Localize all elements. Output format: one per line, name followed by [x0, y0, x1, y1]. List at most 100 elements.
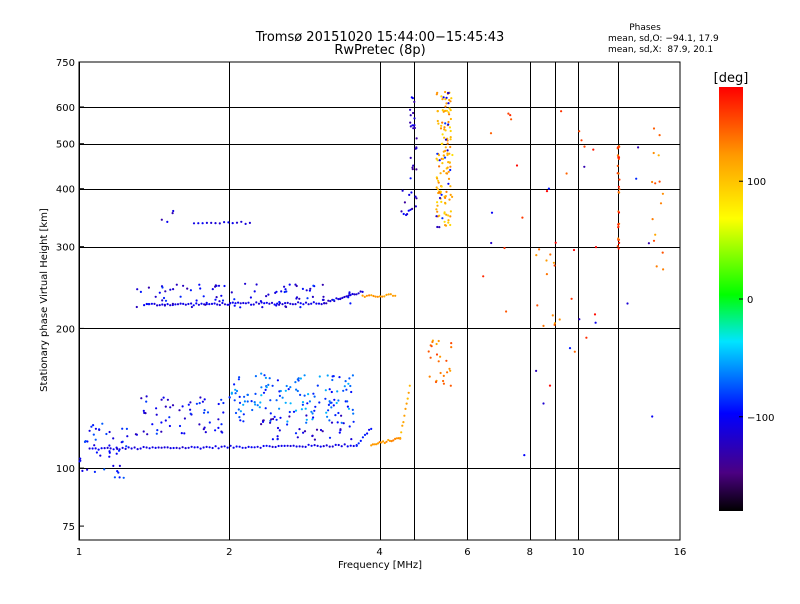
data-point-229 [389, 293, 392, 296]
data-point-368 [301, 401, 305, 404]
data-point-572 [135, 305, 138, 309]
data-point-469 [330, 390, 333, 394]
data-point-522 [302, 431, 305, 434]
data-point-183 [291, 303, 294, 306]
data-point-268 [86, 468, 89, 471]
data-point-290 [84, 440, 87, 443]
data-point-894 [554, 241, 557, 244]
data-point-129 [150, 302, 153, 305]
data-point-386 [300, 408, 303, 411]
data-point-823 [437, 360, 440, 363]
data-point-250 [81, 469, 84, 472]
data-point-499 [260, 423, 263, 426]
data-point-243 [240, 220, 243, 223]
data-point-565 [308, 289, 311, 292]
data-point-456 [299, 377, 302, 380]
data-point-579 [136, 288, 139, 291]
data-point-302 [217, 402, 220, 406]
data-point-72 [304, 445, 307, 448]
data-point-310 [155, 432, 158, 435]
data-point-39 [205, 445, 208, 448]
data-point-821 [442, 374, 445, 377]
data-point-60 [268, 445, 271, 448]
data-point-676 [435, 186, 438, 189]
data-point-690 [443, 126, 446, 129]
data-point-530 [270, 418, 273, 421]
data-point-119 [402, 421, 405, 424]
data-point-653 [415, 168, 418, 171]
data-point-102 [376, 442, 380, 445]
data-point-352 [335, 401, 338, 405]
data-point-434 [303, 374, 306, 377]
data-point-350 [162, 396, 165, 399]
data-point-559 [189, 289, 192, 292]
data-point-571 [305, 289, 308, 292]
data-point-741 [444, 129, 447, 132]
data-point-179 [281, 303, 284, 306]
data-point-423 [336, 390, 339, 393]
data-point-645 [410, 96, 413, 99]
data-point-594 [163, 303, 166, 306]
data-point-833 [552, 261, 556, 264]
data-point-301 [145, 395, 148, 398]
data-point-158 [226, 303, 229, 306]
data-point-260 [108, 430, 111, 434]
data-point-697 [444, 195, 447, 198]
data-point-604 [261, 306, 264, 309]
data-point-219 [368, 294, 371, 297]
data-point-75 [313, 444, 316, 447]
data-point-809 [450, 342, 453, 345]
data-point-47 [229, 444, 232, 447]
data-point-763 [440, 95, 443, 98]
data-point-880 [657, 154, 660, 157]
data-point-286 [108, 455, 111, 458]
data-point-221 [372, 294, 375, 298]
data-point-77 [319, 445, 322, 448]
data-point-783 [444, 122, 447, 125]
data-point-716 [437, 179, 440, 182]
data-point-244 [244, 222, 247, 225]
data-point-603 [217, 284, 221, 287]
x-tick-label-6: 16 [674, 547, 687, 558]
data-point-699 [436, 188, 440, 191]
data-point-148 [200, 302, 203, 305]
data-point-430 [276, 379, 279, 382]
data-point-883 [652, 239, 656, 242]
data-point-736 [435, 208, 438, 211]
data-point-646 [415, 197, 418, 200]
data-point-7 [109, 447, 112, 450]
data-point-808 [428, 375, 431, 378]
data-point-147 [197, 303, 200, 306]
data-point-742 [448, 107, 451, 110]
data-point-735 [448, 113, 451, 116]
data-point-899 [583, 145, 586, 148]
data-point-527 [286, 423, 289, 426]
data-point-340 [183, 432, 186, 435]
data-point-210 [351, 292, 354, 296]
data-point-20 [148, 447, 151, 450]
data-point-6 [106, 446, 109, 449]
data-point-718 [451, 195, 454, 198]
data-point-580 [275, 304, 278, 307]
data-point-602 [259, 300, 262, 303]
data-point-428 [313, 409, 316, 412]
data-point-215 [361, 290, 364, 293]
data-point-22 [154, 446, 157, 449]
data-point-536 [349, 302, 352, 305]
data-point-407 [305, 421, 308, 424]
data-point-339 [195, 402, 198, 405]
data-point-480 [340, 421, 343, 424]
data-point-341 [146, 433, 149, 436]
data-point-649 [409, 114, 412, 117]
data-point-69 [295, 445, 298, 448]
data-point-388 [318, 375, 321, 378]
data-point-153 [213, 302, 216, 305]
data-point-241 [231, 222, 234, 225]
y-axis-label: Stationary phase Virtual Height [km] [39, 208, 50, 392]
data-point-841 [618, 178, 621, 181]
data-point-170 [257, 302, 261, 305]
data-point-662 [401, 189, 404, 192]
data-point-216 [361, 294, 364, 297]
data-points [78, 90, 665, 479]
data-point-376 [312, 392, 315, 395]
